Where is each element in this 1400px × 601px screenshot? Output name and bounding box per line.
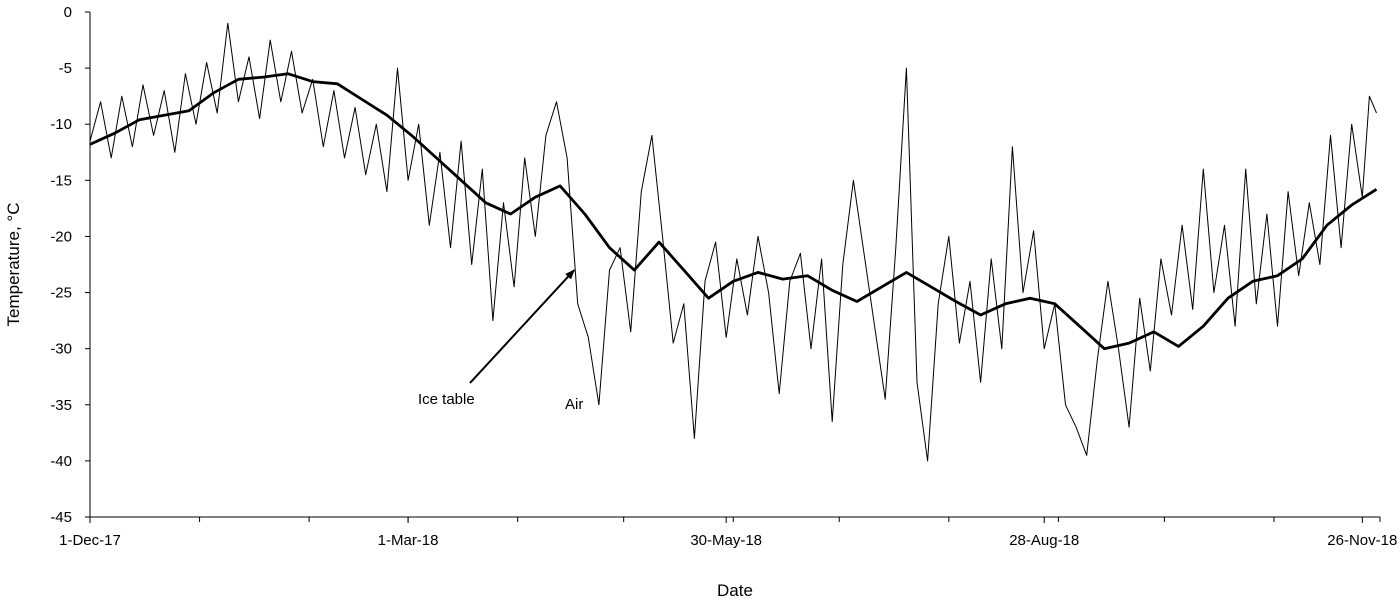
x-axis: 1-Dec-17 1-Mar-18 30-May-18 28-Aug-18 26-Nov…	[59, 516, 1397, 549]
y-tick-label: -30	[50, 341, 72, 358]
annotations: Ice table Air	[418, 269, 583, 413]
y-axis-title: Temperature, °C	[4, 203, 23, 327]
ice-table-arrow	[469, 269, 575, 384]
y-tick-label: -35	[50, 397, 72, 414]
y-tick-label: -45	[50, 509, 72, 526]
y-tick-label: 0	[64, 4, 72, 21]
plot-area	[89, 22, 1378, 462]
y-tick-label: -5	[59, 60, 72, 77]
y-tick-label: -40	[50, 453, 72, 470]
y-tick-label: -15	[50, 172, 72, 189]
series-line-air	[89, 22, 1377, 462]
x-tick-label: 26-Nov-18	[1327, 532, 1397, 549]
y-tick-label: -10	[50, 116, 72, 133]
ice-table-label: Ice table	[418, 391, 475, 408]
x-axis-title: Date	[717, 581, 753, 600]
y-tick-label: -20	[50, 228, 72, 245]
y-axis: 0 -5 -10 -15 -20 -25 -30 -35 -40 -45	[50, 4, 91, 526]
x-tick-label: 28-Aug-18	[1009, 532, 1079, 549]
series-line-ice-table	[89, 72, 1378, 351]
air-label: Air	[565, 396, 583, 413]
x-tick-label: 30-May-18	[690, 532, 762, 549]
y-tick-label: -25	[50, 285, 72, 302]
x-tick-label: 1-Mar-18	[378, 532, 439, 549]
x-tick-label: 1-Dec-17	[59, 532, 121, 549]
